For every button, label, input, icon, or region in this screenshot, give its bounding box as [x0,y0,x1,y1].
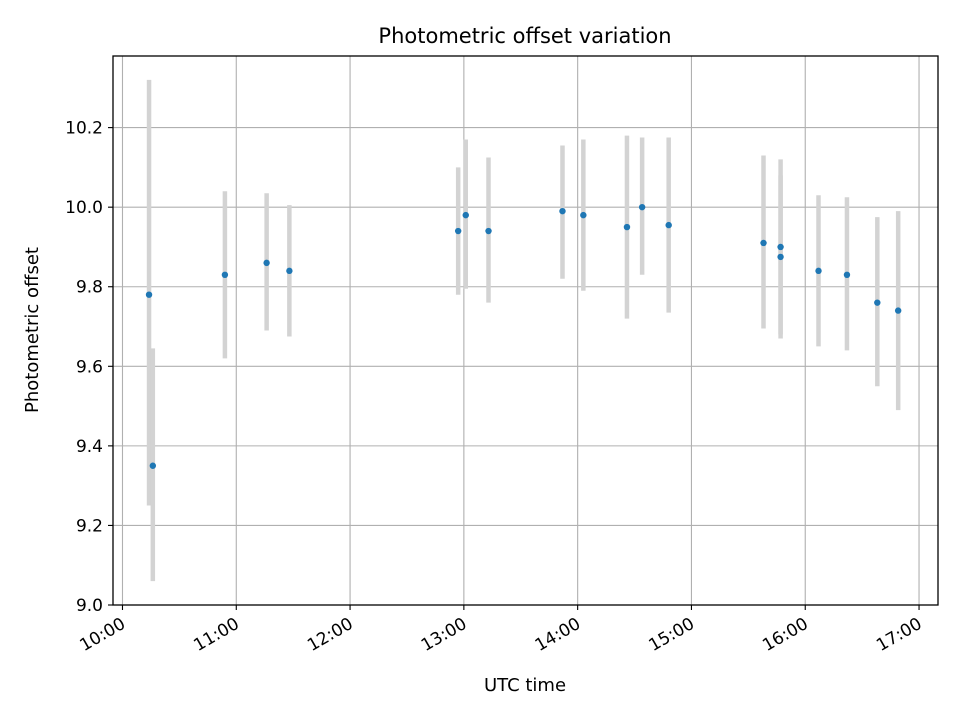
data-point [777,253,784,261]
data-point [843,271,851,279]
y-tick-label: 9.8 [76,278,103,298]
y-tick-label: 10.2 [65,119,103,139]
data-point [777,243,784,251]
data-point [462,211,469,219]
y-tick-label: 9.0 [76,596,103,616]
data-point [874,299,881,306]
data-point [559,207,566,215]
y-axis-label: Photometric offset [22,247,43,413]
data-point [665,221,672,229]
data-point [485,227,492,235]
y-tick-label: 9.2 [76,516,103,536]
data-point [454,227,462,235]
x-axis-label: UTC time [484,675,566,696]
data-points [145,203,902,469]
plot-frame [112,55,939,606]
chart-title: Photometric offset variation [378,24,671,48]
y-tick-label: 9.4 [76,437,103,457]
data-point [149,462,157,469]
data-point [286,267,293,275]
data-point [263,259,270,267]
data-point [815,267,822,275]
data-point [580,211,587,219]
data-point [894,307,902,314]
y-tick-label: 10.0 [65,198,103,218]
data-point [221,271,229,279]
data-point [145,291,153,298]
data-point [760,239,767,247]
plot-area [113,56,938,605]
data-point [623,223,631,231]
y-tick-label: 9.6 [76,357,103,377]
data-point [638,203,646,211]
grid [113,56,938,606]
